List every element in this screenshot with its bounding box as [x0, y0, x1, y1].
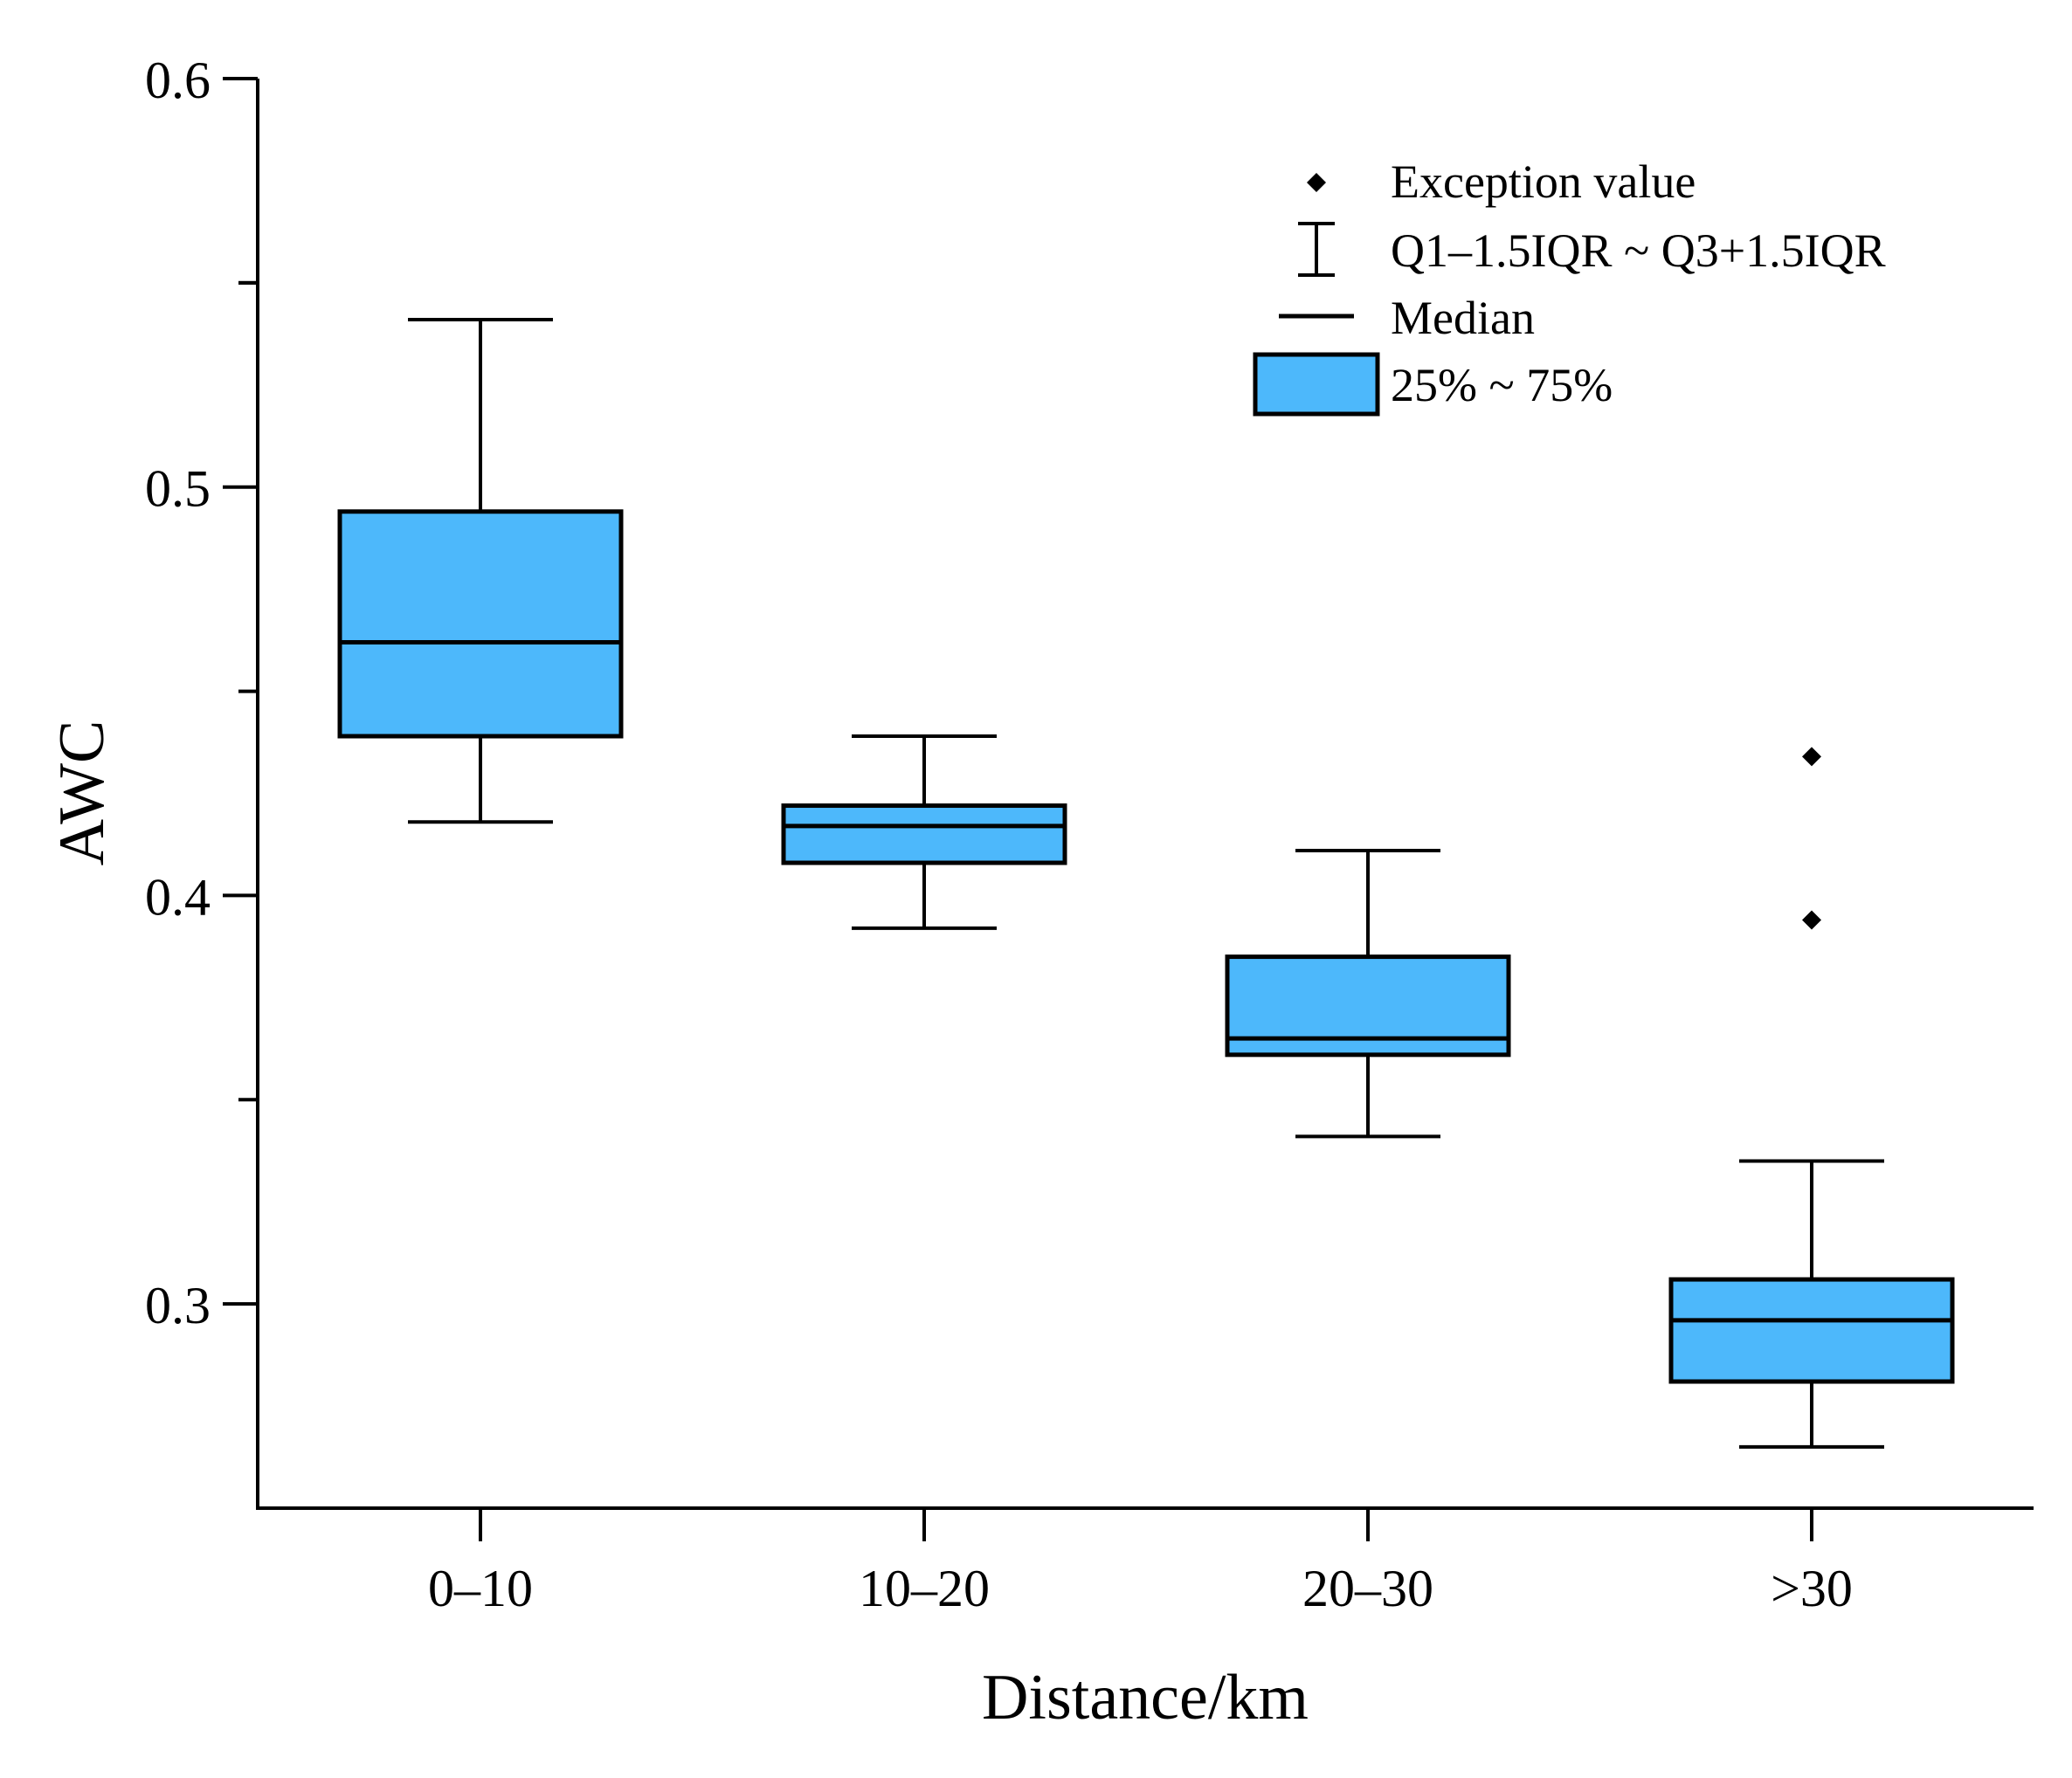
legend-diamond-icon: [1307, 173, 1326, 192]
y-tick-label: 0.4: [145, 868, 211, 926]
x-axis-label: Distance/km: [982, 1662, 1309, 1733]
y-tick-label: 0.6: [145, 52, 211, 109]
iqr-box: [781, 803, 1067, 865]
box-series: [337, 317, 1955, 1449]
x-tick-label: 20–30: [1302, 1560, 1433, 1617]
y-tick-label: 0.5: [145, 460, 211, 518]
legend-label-median: Median: [1391, 292, 1535, 344]
y-tick-label: 0.3: [145, 1277, 211, 1334]
box-group: [337, 317, 624, 824]
x-tick-label: 10–20: [859, 1560, 990, 1617]
y-ticks: 0.3 0.4 0.5 0.6: [145, 52, 258, 1334]
outlier-point: [1802, 910, 1821, 930]
legend-label-box: 25% ~ 75%: [1391, 359, 1613, 411]
box-group: [781, 734, 1067, 930]
outlier-point: [1802, 747, 1821, 767]
y-axis-label: AWC: [46, 720, 118, 866]
x-tick-label: >30: [1771, 1560, 1853, 1617]
legend: Exception value Q1–1.5IQR ~ Q3+1.5IQR Me…: [1253, 155, 1886, 417]
legend-label-whisker: Q1–1.5IQR ~ Q3+1.5IQR: [1391, 224, 1886, 277]
box-group: [1225, 848, 1511, 1139]
box-group: [1668, 747, 1955, 1449]
x-tick-label: 0–10: [428, 1560, 533, 1617]
legend-whisker-icon: [1298, 222, 1335, 277]
legend-label-exception: Exception value: [1391, 155, 1696, 208]
iqr-box: [1668, 1277, 1955, 1384]
legend-box-icon: [1253, 352, 1380, 417]
x-ticks: 0–10 10–20 20–30 >30: [428, 1508, 1853, 1617]
iqr-box: [337, 509, 624, 739]
